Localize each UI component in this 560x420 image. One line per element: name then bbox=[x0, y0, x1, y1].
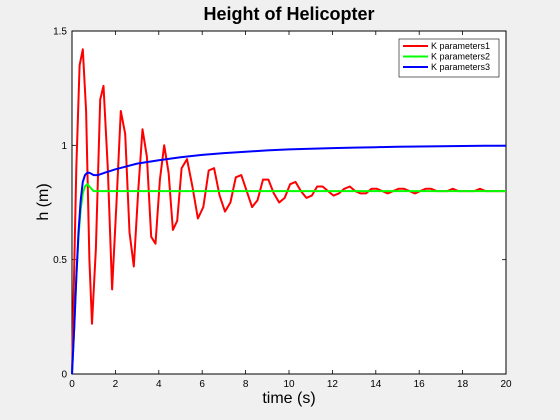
y-tick-label: 1.5 bbox=[53, 27, 67, 38]
series-line-3 bbox=[71, 144, 506, 375]
x-tick-label: 6 bbox=[199, 379, 205, 390]
series-line-1 bbox=[71, 48, 506, 375]
x-tick-label: 18 bbox=[457, 379, 469, 390]
series-line-2 bbox=[71, 183, 506, 375]
x-axis-label: time (s) bbox=[262, 390, 315, 407]
y-tick-label: 0 bbox=[61, 370, 67, 381]
x-tick-label: 0 bbox=[69, 379, 75, 390]
chart-title: Height of Helicopter bbox=[203, 4, 374, 24]
legend-label-1: K parameters1 bbox=[431, 41, 490, 51]
x-tick-label: 4 bbox=[156, 379, 162, 390]
x-tick-label: 14 bbox=[370, 379, 382, 390]
y-tick-label: 1 bbox=[61, 141, 67, 152]
x-tick-label: 8 bbox=[243, 379, 249, 390]
tick-marks bbox=[71, 30, 507, 375]
tick-labels: 0 2 4 6 8 10 12 14 16 18 20 0 0.5 1 1.5 bbox=[53, 27, 512, 391]
plot-area bbox=[71, 30, 507, 375]
x-tick-label: 2 bbox=[113, 379, 119, 390]
x-tick-label: 12 bbox=[327, 379, 339, 390]
x-tick-label: 16 bbox=[414, 379, 426, 390]
legend-label-2: K parameters2 bbox=[431, 52, 490, 62]
y-axis-label: h (m) bbox=[35, 183, 52, 220]
x-tick-label: 10 bbox=[283, 379, 295, 390]
x-tick-label: 20 bbox=[500, 379, 512, 390]
series-layer bbox=[71, 48, 506, 375]
legend-label-3: K parameters3 bbox=[431, 62, 490, 72]
y-tick-label: 0.5 bbox=[53, 255, 67, 266]
